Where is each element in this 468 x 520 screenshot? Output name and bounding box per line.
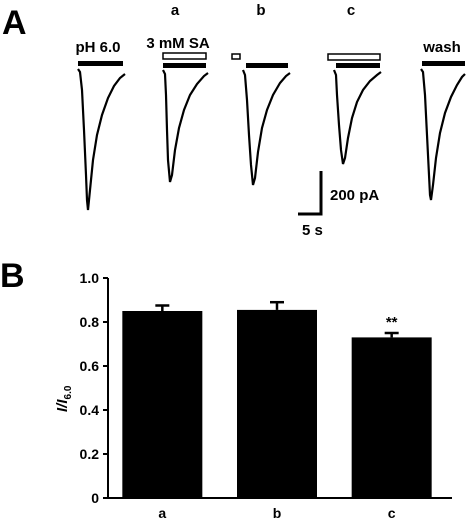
scale-bar: 200 pA 5 s: [298, 171, 379, 239]
bar-b: [237, 309, 317, 498]
scale-current-label: 200 pA: [330, 187, 379, 204]
significance-marker: **: [386, 314, 398, 331]
wash-label: wash: [422, 39, 461, 56]
bar-c: [351, 337, 432, 498]
sa-bar-c: [327, 53, 381, 61]
plot-labels: a b c **: [158, 314, 397, 520]
y-tick-label: 0.8: [80, 314, 100, 330]
trace-a: 3 mM SA: [146, 35, 210, 183]
y-tick-label: 0.6: [80, 358, 100, 374]
y-tick-label: 0.2: [80, 446, 100, 462]
y-tick-label: 0: [91, 490, 99, 506]
panel-b: B I/I6.0 0 0.2 0.4 0.6 0.8 1.0 a b c **: [0, 257, 452, 520]
column-label-c: c: [347, 2, 355, 19]
sa-label: 3 mM SA: [146, 35, 210, 52]
ph-bar-a: [163, 63, 206, 68]
bar-a: [122, 311, 203, 498]
x-tick-label-b: b: [273, 505, 282, 520]
plot-bars: [122, 300, 432, 498]
ph-bar-c: [336, 63, 380, 68]
current-trace-a: [162, 69, 209, 183]
trace-b: [231, 53, 291, 186]
trace-control: pH 6.0: [75, 39, 126, 211]
wash-bar: [422, 61, 465, 66]
panel-b-letter: B: [0, 257, 25, 295]
x-tick-label-a: a: [158, 505, 166, 520]
sa-bar-a: [162, 52, 207, 60]
scale-bar-lines: [298, 171, 323, 216]
panel-a-letter: A: [2, 4, 27, 42]
y-tick-label: 1.0: [80, 270, 100, 286]
current-trace-wash: [420, 68, 466, 201]
current-trace-c: [332, 69, 382, 165]
column-label-b: b: [256, 2, 265, 19]
current-trace-b: [241, 69, 291, 186]
current-trace-1: [77, 68, 126, 211]
panel-a: A a b c pH 6.0 3 mM SA: [2, 2, 466, 239]
ph-bar: [78, 61, 123, 66]
y-axis-label-sub: 6.0: [63, 385, 74, 399]
y-axis-label-main: I/I: [54, 399, 71, 412]
y-axis-label: I/I6.0: [54, 385, 74, 412]
sa-bar-b: [231, 53, 241, 60]
scale-time-label: 5 s: [302, 222, 323, 239]
ph-label: pH 6.0: [75, 39, 120, 56]
y-tick-label: 0.4: [80, 402, 100, 418]
trace-c: [327, 53, 382, 165]
column-label-a: a: [171, 2, 180, 19]
ph-bar-b: [246, 63, 288, 68]
x-tick-label-c: c: [388, 505, 396, 520]
trace-wash: wash: [420, 39, 466, 201]
